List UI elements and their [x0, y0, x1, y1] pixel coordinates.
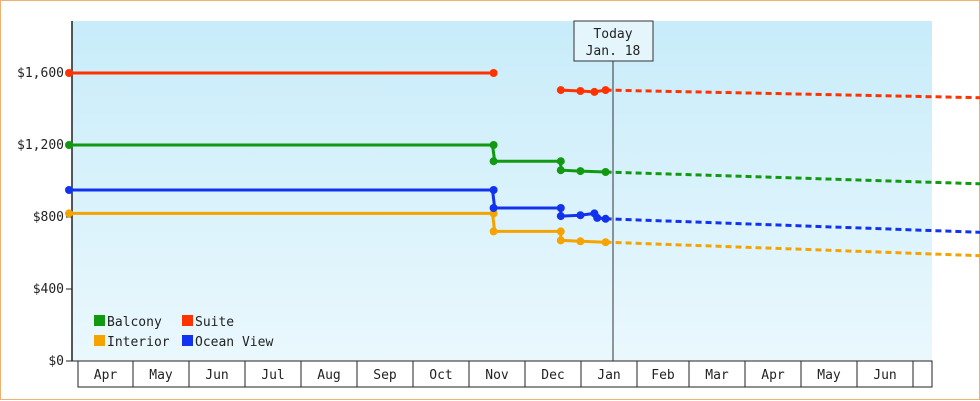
- suite-point: [556, 86, 565, 95]
- balcony-forecast-line: [605, 170, 980, 186]
- x-tick-label: Oct: [429, 368, 452, 383]
- ocean-view-forecast-line: [605, 217, 980, 234]
- legend-label-ocean-view: Ocean View: [195, 335, 273, 350]
- x-tick-label: Aug: [317, 368, 340, 383]
- legend-label-suite: Suite: [195, 315, 234, 330]
- today-date: Jan. 18: [586, 44, 641, 59]
- legend-label-balcony: Balcony: [107, 315, 162, 330]
- legend-swatch-ocean-view: [182, 335, 193, 346]
- interior-forecast-line: [605, 240, 980, 258]
- ocean-view-point: [593, 213, 602, 222]
- suite-point: [601, 86, 610, 95]
- x-tick-label: Jun: [873, 368, 896, 383]
- ocean-view-point: [601, 214, 610, 223]
- y-tick-label: $1,600: [17, 66, 64, 81]
- balcony-point: [601, 168, 610, 176]
- balcony-point: [556, 166, 565, 175]
- x-tick-label: Apr: [761, 368, 785, 383]
- interior-point: [65, 209, 73, 218]
- y-tick-label: $800: [33, 210, 64, 225]
- y-tick-label: $400: [33, 282, 64, 297]
- x-tick-label: May: [149, 368, 173, 383]
- ocean-view-point: [556, 212, 565, 221]
- balcony-point: [65, 141, 73, 149]
- interior-point: [556, 227, 565, 236]
- balcony-point: [489, 141, 498, 149]
- x-axis-box: [77, 360, 933, 388]
- suite-point: [590, 87, 599, 96]
- x-tick-label: Apr: [94, 368, 118, 383]
- x-tick-label: Sep: [373, 368, 397, 383]
- x-tick-label: Dec: [541, 368, 564, 383]
- x-tick-label: Jan: [597, 368, 620, 383]
- ocean-view-point: [489, 186, 498, 194]
- y-tick-label: $1,200: [17, 138, 64, 153]
- interior-point: [576, 237, 585, 246]
- today-label: Today: [593, 27, 632, 42]
- interior-point: [556, 236, 565, 245]
- legend-swatch-interior: [94, 335, 105, 346]
- ocean-view-point: [489, 204, 498, 212]
- balcony-point: [489, 157, 498, 166]
- balcony-point: [556, 157, 565, 166]
- ocean-view-point: [65, 186, 73, 194]
- y-tick-label: $0: [48, 354, 64, 369]
- today-box: [573, 20, 654, 62]
- x-tick-label: May: [817, 368, 841, 383]
- legend-swatch-suite: [182, 315, 193, 326]
- interior-point: [489, 227, 498, 236]
- suite-point: [489, 69, 498, 77]
- x-tick-label: Feb: [651, 368, 675, 383]
- x-tick-label: Jul: [261, 368, 284, 383]
- legend-label-interior: Interior: [107, 335, 170, 350]
- x-tick-label: Jun: [205, 368, 228, 383]
- suite-series-line: [560, 88, 606, 94]
- x-tick-label: Mar: [705, 368, 729, 383]
- suite-point: [65, 69, 73, 77]
- suite-point: [576, 87, 585, 95]
- ocean-view-point: [556, 204, 565, 212]
- x-tick-label: Nov: [485, 368, 509, 383]
- interior-point: [601, 238, 610, 247]
- suite-forecast-line: [605, 88, 980, 100]
- balcony-point: [576, 167, 585, 176]
- ocean-view-point: [576, 211, 585, 220]
- legend-swatch-balcony: [94, 315, 105, 326]
